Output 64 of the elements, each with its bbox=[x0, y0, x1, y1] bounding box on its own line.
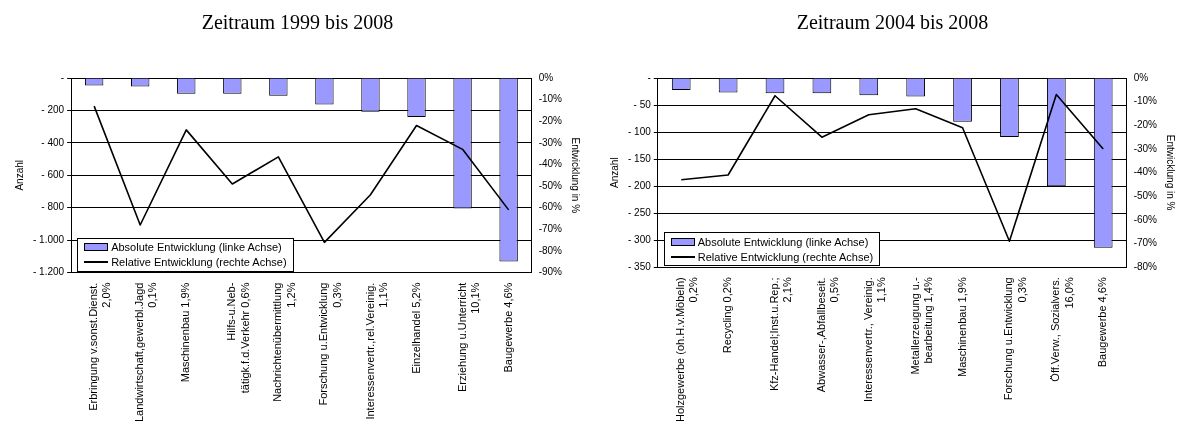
x-tick-label: Nachrichtenübermittlung 1,2% bbox=[271, 282, 297, 402]
x-tick-label: Baugewerbe 4,6% bbox=[501, 282, 514, 373]
y2-tick-label: -60% bbox=[1133, 213, 1158, 225]
x-tick-label: Interessenvertr.,rel.Vereinig. 1,1% bbox=[363, 282, 389, 420]
y2-tick-label: -60% bbox=[538, 201, 563, 213]
x-tick-label: Erziehung u.Unterricht 10,1% bbox=[455, 282, 481, 393]
y2-tick-label: -20% bbox=[1133, 119, 1158, 131]
chart-title: Zeitraum 2004 bis 2008 bbox=[796, 11, 989, 34]
y2-tick-label: -40% bbox=[538, 158, 563, 170]
y2-tick-label: -20% bbox=[538, 114, 563, 126]
x-tick-label: Forschung u.Entwicklung 0,3% bbox=[1002, 277, 1028, 401]
y2-tick-label: -70% bbox=[1133, 237, 1158, 249]
y-tick-label: - 250 bbox=[628, 206, 652, 218]
x-tick-label: Baugewerbe 4,6% bbox=[1096, 277, 1109, 368]
y-tick-label: - 800 bbox=[41, 201, 65, 213]
y-tick-label: - 100 bbox=[628, 125, 652, 137]
y-tick-label: - bbox=[647, 71, 651, 83]
x-tick-label: Maschinenbau 1,9% bbox=[955, 277, 968, 377]
x-tick-label: Forschung u.Entwicklung 0,3% bbox=[317, 282, 343, 406]
x-tick-label: Öff.Verw., Sozialvers. 16,0% bbox=[1049, 277, 1075, 382]
x-tick-label: Landwirtschaft,gewerbl.Jagd 0,1% bbox=[133, 282, 159, 423]
x-tick-label: Interessenvertr., Vereinig. 1,1% bbox=[861, 277, 888, 403]
y-tick-label: - bbox=[60, 71, 65, 83]
legend-label: Relative Entwicklung (rechte Achse) bbox=[697, 250, 874, 263]
y2-tick-label: -40% bbox=[1133, 166, 1158, 178]
legend-label: Absolute Entwicklung (linke Achse) bbox=[697, 235, 869, 248]
y-tick-label: - 200 bbox=[628, 179, 652, 191]
y2-axis-title: Entwicklung in % bbox=[570, 137, 582, 214]
x-tick-label: Kfz-Handel;Inst.u.Rep.; 2,1% bbox=[768, 277, 794, 392]
x-tick-label: Recycling 0,2% bbox=[721, 277, 734, 354]
legend-label: Relative Entwicklung (rechte Achse) bbox=[111, 256, 287, 269]
y-tick-label: - 600 bbox=[41, 169, 65, 181]
y2-tick-label: 0% bbox=[538, 71, 554, 83]
x-tick-label: Hilfs-u.Neb-tätigk.f.d.Verkehr 0,6% bbox=[225, 282, 251, 394]
x-tick-label: Metallerzeugung u.-bearbeitung 1,4% bbox=[908, 276, 934, 375]
y-tick-label: - 1.200 bbox=[32, 266, 65, 278]
x-tick-label: Maschinenbau 1,9% bbox=[179, 282, 192, 383]
y-tick-label: - 300 bbox=[628, 234, 652, 246]
y2-tick-label: 0% bbox=[1133, 71, 1149, 83]
y2-tick-label: -70% bbox=[538, 223, 563, 235]
y2-tick-label: -80% bbox=[538, 244, 563, 256]
chart-title: Zeitraum 1999 bis 2008 bbox=[201, 11, 394, 34]
y2-tick-label: -50% bbox=[538, 179, 563, 191]
x-tick-label: Holzgewerbe (oh.H.v.Möbeln) 0,2% bbox=[674, 277, 700, 423]
y-tick-label: - 150 bbox=[628, 152, 652, 164]
y-tick-label: - 50 bbox=[633, 98, 652, 110]
y-axis-title: Anzahl bbox=[608, 157, 620, 188]
x-tick-label: Abwasser-,Abfallbeseit. 0,5% bbox=[814, 277, 841, 393]
y2-tick-label: -80% bbox=[1133, 261, 1158, 273]
y2-tick-label: -10% bbox=[538, 93, 563, 105]
y2-tick-label: -50% bbox=[1133, 190, 1158, 202]
y2-tick-label: -10% bbox=[1133, 95, 1158, 107]
x-tick-label: Erbringung v.sonst.Dienst. 2,0% bbox=[87, 282, 113, 411]
x-tick-label: Einzelhandel 5,2% bbox=[409, 282, 422, 374]
y2-tick-label: -90% bbox=[538, 266, 563, 278]
y-axis-title: Anzahl bbox=[13, 160, 25, 191]
legend-label: Absolute Entwicklung (linke Achse) bbox=[111, 241, 282, 254]
y-tick-label: - 1.000 bbox=[32, 233, 65, 245]
y2-axis-title: Entwicklung in % bbox=[1165, 134, 1177, 211]
y-tick-label: - 400 bbox=[41, 136, 65, 148]
y-tick-label: - 200 bbox=[41, 104, 65, 116]
y-tick-label: - 350 bbox=[628, 261, 652, 273]
y2-tick-label: -30% bbox=[538, 136, 563, 148]
y2-tick-label: -30% bbox=[1133, 142, 1158, 154]
